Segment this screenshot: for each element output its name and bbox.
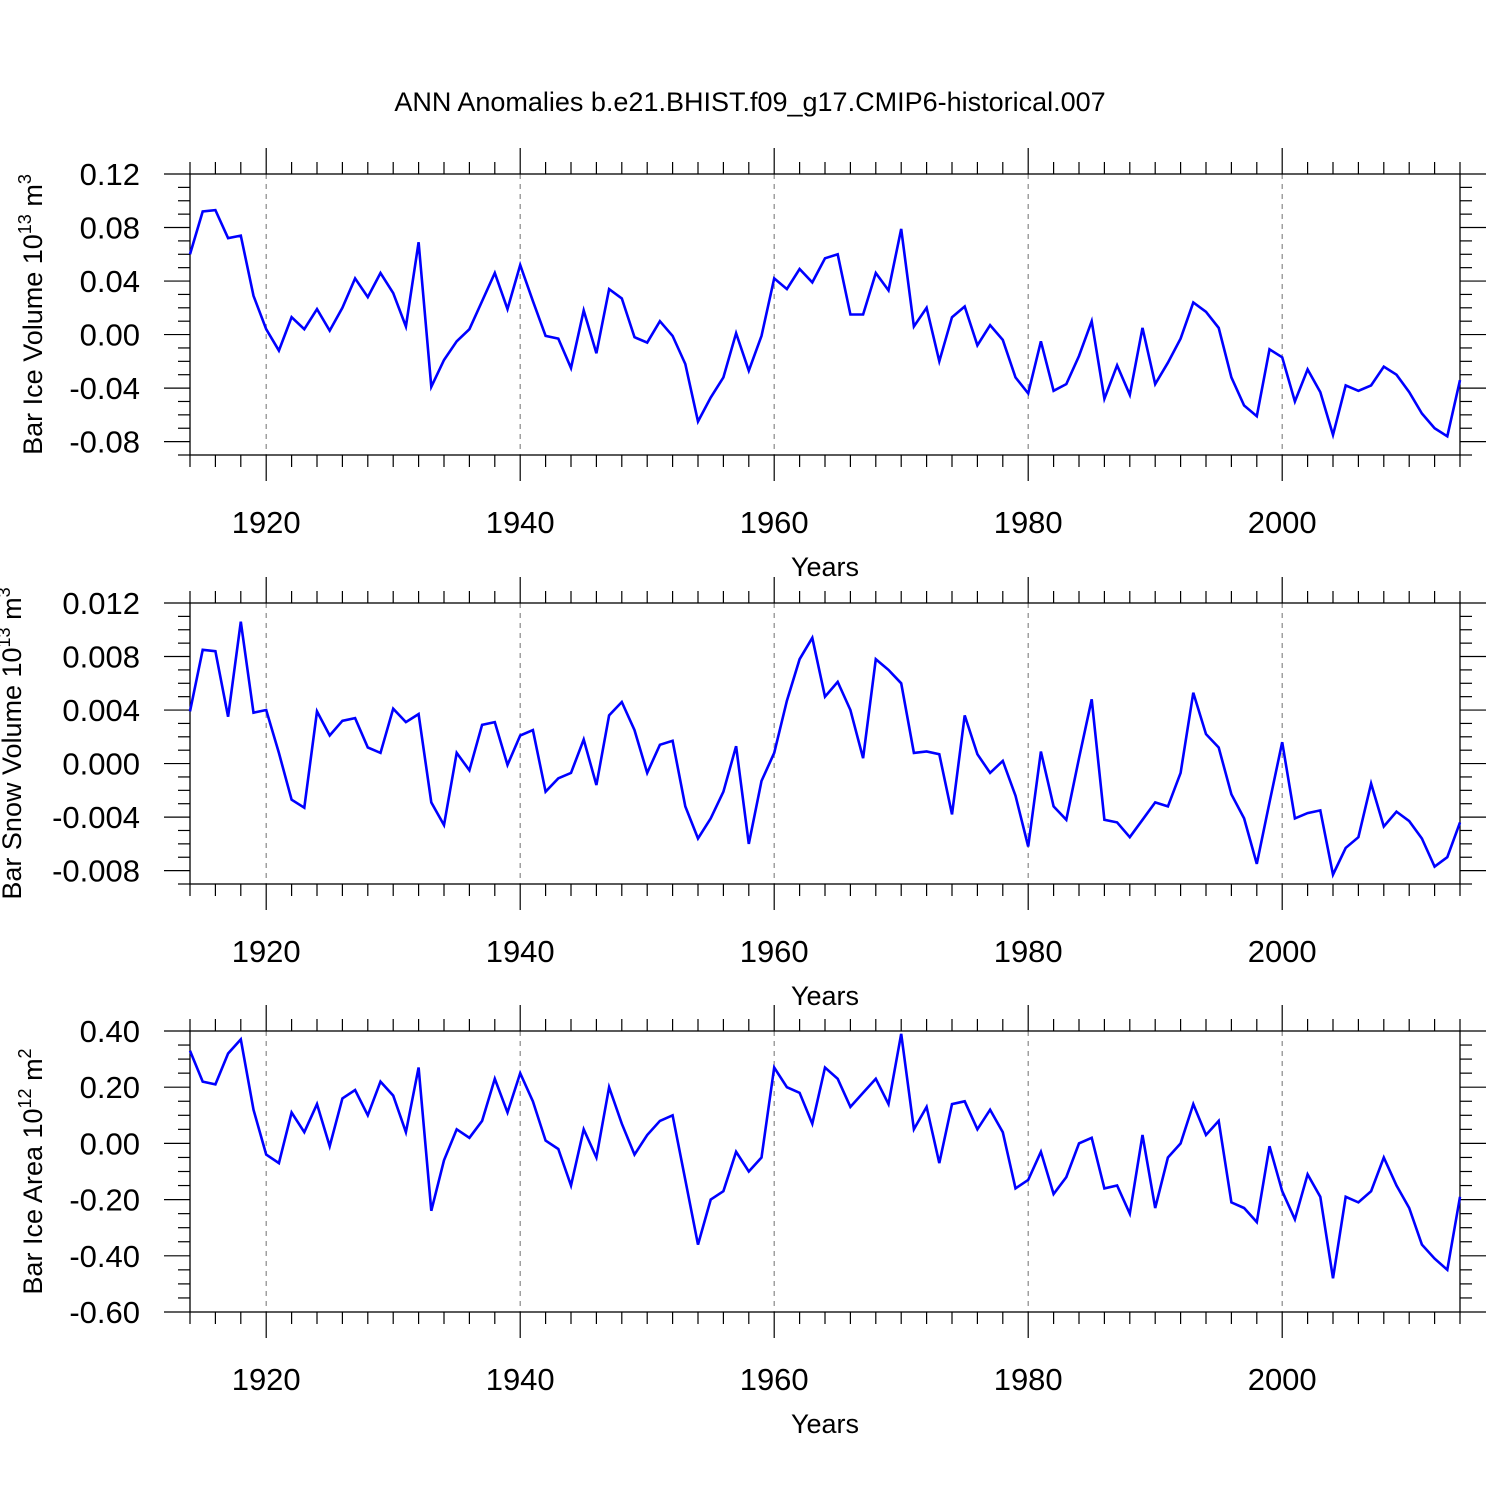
y-tick-label: -0.04 <box>69 371 140 406</box>
y-tick-label: 0.008 <box>62 640 140 675</box>
panel-snow-volume: -0.008 -0.004 0.000 0.004 0.008 0.012 1920 1940… <box>0 577 1486 1011</box>
x-tick-label: 1980 <box>994 505 1063 540</box>
x-tick-label: 2000 <box>1248 505 1317 540</box>
x-tick-label: 1980 <box>994 934 1063 969</box>
y-tick-label: -0.20 <box>69 1183 140 1218</box>
x-tick-label: 2000 <box>1248 934 1317 969</box>
panel-ice-volume: -0.08 -0.04 0.00 0.04 0.08 0.12 1920 1940 1960 19… <box>15 148 1486 582</box>
y-tick-label: 0.40 <box>80 1014 140 1049</box>
x-tick-label: 1940 <box>486 505 555 540</box>
x-tick-label: 1940 <box>486 934 555 969</box>
plot-frame <box>189 173 1461 456</box>
y-tick-label: 0.00 <box>80 318 140 353</box>
y-axis-label: Bar Ice Area 1012 m2 <box>15 1048 48 1294</box>
figure-title: ANN Anomalies b.e21.BHIST.f09_g17.CMIP6-… <box>394 87 1105 117</box>
y-tick-label: 0.04 <box>80 264 140 299</box>
y-tick-label: 0.012 <box>62 586 140 621</box>
x-tick-label: 1960 <box>740 934 809 969</box>
series-line <box>188 621 1462 879</box>
x-axis-label: Years <box>791 981 859 1011</box>
x-tick-label: 1960 <box>740 505 809 540</box>
x-tick-label: 2000 <box>1248 1362 1317 1397</box>
y-tick-label: -0.60 <box>69 1295 140 1330</box>
y-tick-label: -0.08 <box>69 425 140 460</box>
x-tick-label: 1980 <box>994 1362 1063 1397</box>
x-axis-label: Years <box>791 1409 859 1439</box>
x-tick-label: 1920 <box>232 1362 301 1397</box>
y-tick-label: -0.008 <box>52 854 140 889</box>
y-tick-label: 0.12 <box>80 157 140 192</box>
y-axis-label: Bar Ice Volume 1013 m3 <box>15 174 48 455</box>
y-tick-label: -0.004 <box>52 800 140 835</box>
series-line <box>188 208 1462 440</box>
y-tick-label: 0.000 <box>62 747 140 782</box>
x-tick-label: 1940 <box>486 1362 555 1397</box>
plot-frame <box>189 602 1461 885</box>
x-axis-label: Years <box>791 552 859 582</box>
x-tick-label: 1920 <box>232 505 301 540</box>
y-axis-label: Bar Snow Volume 1013 m3 <box>0 587 27 899</box>
y-tick-label: 0.08 <box>80 211 140 246</box>
y-tick-label: 0.004 <box>62 693 140 728</box>
x-tick-label: 1960 <box>740 1362 809 1397</box>
x-tick-label: 1920 <box>232 934 301 969</box>
series-line <box>188 1033 1462 1279</box>
panel-ice-area: -0.60 -0.40 -0.20 0.00 0.20 0.40 1920 1940 1960 1… <box>15 1005 1486 1439</box>
y-tick-label: 0.00 <box>80 1126 140 1161</box>
y-tick-label: 0.20 <box>80 1070 140 1105</box>
y-tick-label: -0.40 <box>69 1239 140 1274</box>
